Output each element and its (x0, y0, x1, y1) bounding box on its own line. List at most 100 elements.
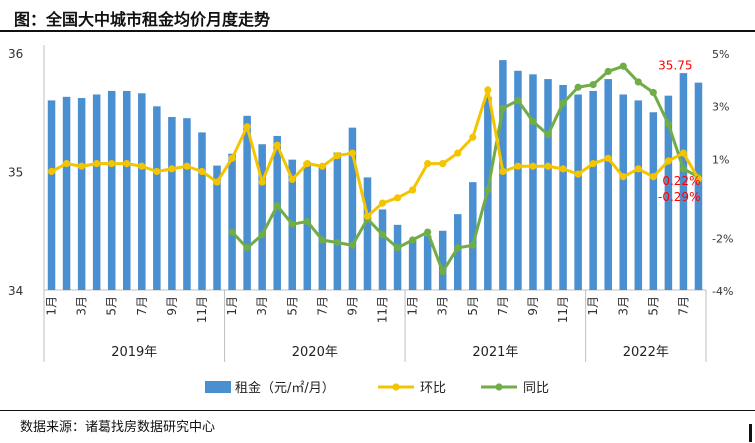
mom-point (62, 160, 71, 168)
mom-point (454, 149, 462, 157)
mom-point (469, 133, 477, 141)
mom-point (589, 160, 597, 168)
rent-bar (438, 230, 447, 290)
rent-bar (228, 153, 236, 290)
x-tick-label: 1月 (45, 296, 59, 316)
right-tick-label: 1% (712, 153, 729, 166)
rent-bar (243, 115, 251, 291)
year-label: 2021年 (472, 345, 518, 360)
mom-point (47, 167, 56, 176)
rent-bar (664, 95, 673, 290)
rent-bar (213, 165, 221, 290)
yoy-point (258, 231, 266, 239)
yoy-point (484, 186, 492, 194)
yoy-point (273, 202, 281, 210)
mom-point (393, 194, 402, 202)
rent-bar (183, 118, 191, 290)
legend-yoy-label: 同比 (523, 381, 549, 396)
yoy-point (348, 241, 357, 249)
rent-bar (303, 162, 312, 290)
rent-bar (634, 100, 643, 291)
mom-point (409, 186, 417, 194)
mom-point (333, 152, 341, 160)
mom-point (213, 178, 221, 186)
x-tick-label: 5月 (105, 296, 119, 316)
rent-bar (77, 98, 86, 290)
chart-title: 图：全国大中城市租金均价月度走势 (14, 10, 271, 29)
mom-point (348, 149, 357, 157)
year-label: 2022年 (623, 345, 669, 360)
mom-point (439, 160, 447, 168)
legend-mom-label: 环比 (420, 381, 446, 396)
x-tick-label: 7月 (496, 296, 510, 316)
mom-point (93, 160, 101, 168)
yoy-point (333, 239, 341, 247)
yoy-point (499, 104, 507, 112)
rent-bar (544, 79, 552, 290)
mom-point (78, 162, 86, 170)
rent-bar (92, 94, 101, 290)
rent-bar (694, 82, 703, 290)
rent-bar (589, 90, 597, 290)
rent-bar (348, 127, 357, 290)
mom-point (123, 160, 131, 168)
rent-bar (453, 214, 462, 290)
x-tick-label: 11月 (556, 296, 570, 323)
rent-bar (258, 144, 266, 290)
mom-point (529, 162, 537, 170)
mom-point (694, 175, 703, 183)
rent-bar (138, 93, 146, 290)
mom-point (499, 167, 507, 176)
rent-bar (423, 235, 432, 290)
mom-point (108, 160, 116, 168)
yoy-point (454, 244, 462, 252)
legend-rent-swatch (205, 381, 231, 393)
rent-bar (153, 106, 161, 290)
mom-point (514, 162, 522, 170)
yoy-point (544, 131, 552, 139)
yoy-point (679, 165, 688, 173)
yoy-point (439, 267, 447, 276)
yoy-point (574, 83, 582, 91)
mom-point (198, 167, 206, 176)
yoy-point (303, 217, 311, 226)
rent-bar (604, 79, 612, 290)
rent-bar (529, 74, 537, 290)
yoy-point (559, 99, 567, 107)
rent-bar (122, 90, 131, 290)
yoy-point (243, 244, 251, 252)
rent-bar (47, 100, 56, 291)
yoy-point (409, 236, 417, 244)
source-note: 数据来源：诸葛找房数据研究中心 (20, 420, 216, 435)
mom-point (138, 162, 146, 170)
left-tick-label: 36 (8, 47, 23, 61)
year-label: 2019年 (111, 345, 157, 360)
mom-point (544, 162, 552, 170)
yoy-point (469, 241, 477, 249)
mom-point (634, 165, 642, 173)
rent-bar (378, 209, 387, 290)
right-tick-label: -4% (712, 285, 733, 298)
footer-rule (0, 410, 755, 411)
rent-bar (62, 96, 71, 290)
yoy-point (589, 81, 597, 89)
rent-bar (619, 94, 628, 290)
rent-bar (273, 135, 281, 290)
mom-point (484, 86, 492, 94)
mom-point (604, 154, 612, 162)
x-tick-label: 3月 (436, 296, 450, 316)
year-label: 2020年 (292, 345, 338, 360)
yoy-point (514, 96, 522, 104)
mom-last-value-label: 0.22% (662, 174, 700, 188)
rent-bar (649, 112, 658, 290)
rent-bar (107, 90, 116, 290)
mom-point (168, 165, 176, 173)
rent-bar (198, 132, 206, 290)
x-tick-label: 7月 (315, 296, 329, 316)
x-tick-label: 11月 (376, 296, 390, 323)
rent-bar (408, 240, 417, 290)
right-tick-label: 5% (712, 48, 729, 61)
mom-point (273, 141, 281, 149)
legend-yoy-marker (495, 383, 503, 391)
yoy-point (228, 228, 236, 236)
